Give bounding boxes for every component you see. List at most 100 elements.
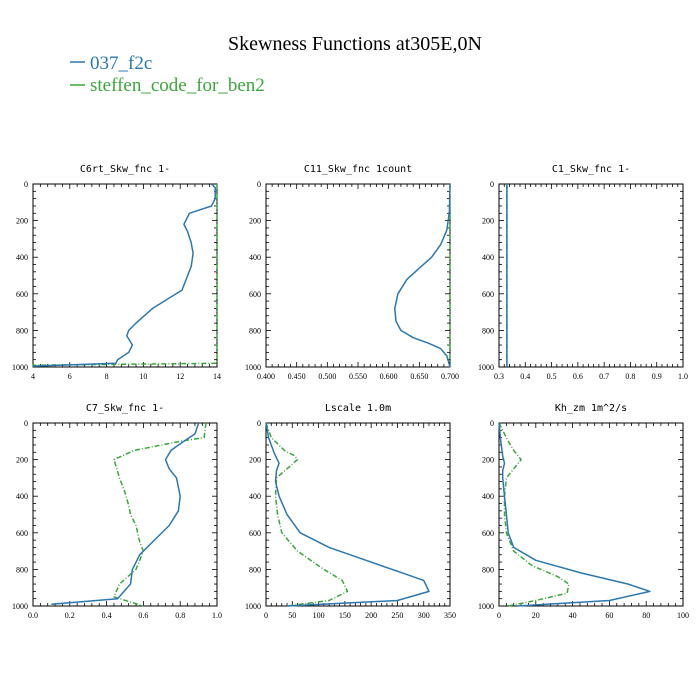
y-tick-label: 800 bbox=[482, 565, 494, 574]
y-tick-label: 1000 bbox=[12, 363, 28, 372]
y-tick-label: 400 bbox=[16, 492, 28, 501]
panel-5: Lscale 1.0m 0 50 100 150 200 250 300 350 0 200 400 6… bbox=[245, 403, 456, 620]
y-tick-label: 400 bbox=[16, 253, 28, 262]
series-line-2 bbox=[32, 184, 218, 367]
y-tick-label: 800 bbox=[249, 565, 261, 574]
y-tick-label: 800 bbox=[249, 326, 261, 335]
x-tick-label: 0.4 bbox=[520, 372, 530, 381]
x-tick-label: 14 bbox=[213, 372, 221, 381]
y-tick-label: 800 bbox=[16, 326, 28, 335]
series-line-1 bbox=[265, 422, 430, 607]
y-tick-label: 200 bbox=[249, 217, 261, 226]
panels: C6rt_Skw_fnc 1-4 6 8 10 12 140200400600800100… bbox=[12, 164, 689, 620]
y-tick-label: 200 bbox=[16, 217, 28, 226]
y-tick-label: 600 bbox=[16, 529, 28, 538]
x-tick-label: 0.4 bbox=[102, 611, 112, 620]
series-line-1 bbox=[51, 422, 200, 605]
x-tick-label: 0.600 bbox=[380, 372, 398, 381]
x-tick-label: 0.650 bbox=[410, 372, 428, 381]
series-line-1 bbox=[498, 422, 651, 607]
y-tick-label: 1000 bbox=[245, 363, 261, 372]
series-line-2 bbox=[265, 422, 349, 607]
x-tick-label: 350 bbox=[444, 611, 456, 620]
x-tick-label: 6 bbox=[68, 372, 72, 381]
x-tick-label: 4 bbox=[31, 372, 35, 381]
y-tick-label: 0 bbox=[24, 419, 28, 428]
x-tick-label: 12 bbox=[176, 372, 184, 381]
y-tick-label: 200 bbox=[482, 456, 494, 465]
legend-label-1: 037_f2c bbox=[90, 53, 152, 74]
y-tick-label: 0 bbox=[257, 180, 261, 189]
x-tick-label: 0.500 bbox=[318, 372, 336, 381]
x-tick-label: 0.6 bbox=[573, 372, 583, 381]
panel-title: C1_Skw_fnc 1- bbox=[552, 164, 630, 175]
x-tick-label: 250 bbox=[391, 611, 403, 620]
y-tick-label: 600 bbox=[482, 290, 494, 299]
x-tick-label: 0.7 bbox=[599, 372, 609, 381]
y-tick-label: 600 bbox=[249, 529, 261, 538]
x-tick-label: 0.6 bbox=[138, 611, 148, 620]
y-tick-label: 200 bbox=[16, 456, 28, 465]
panel-6: Kh_zm 1m^2/s0 20 40 60 80 1000200400600800100… bbox=[478, 403, 689, 620]
y-tick-label: 200 bbox=[249, 456, 261, 465]
y-tick-label: 1000 bbox=[12, 602, 28, 611]
x-tick-label: 0.9 bbox=[652, 372, 662, 381]
series-line-1 bbox=[32, 183, 216, 367]
panel-title: Lscale 1.0m bbox=[325, 403, 391, 414]
x-tick-label: 60 bbox=[605, 611, 613, 620]
x-tick-label: 80 bbox=[642, 611, 650, 620]
y-tick-label: 200 bbox=[482, 217, 494, 226]
y-tick-label: 600 bbox=[16, 290, 28, 299]
figure-legend: 037_f2c steffen_code_for_ben2 bbox=[70, 53, 265, 96]
x-tick-label: 0.550 bbox=[349, 372, 367, 381]
y-tick-label: 800 bbox=[482, 326, 494, 335]
x-tick-label: 0.8 bbox=[175, 611, 185, 620]
y-tick-label: 0 bbox=[257, 419, 261, 428]
plot-frame bbox=[498, 422, 684, 607]
y-tick-label: 600 bbox=[249, 290, 261, 299]
y-tick-label: 1000 bbox=[478, 602, 494, 611]
panel-title: C11_Skw_fnc 1count bbox=[304, 164, 412, 175]
panel-4: C7_Skw_fnc 1- 0.0 0.2 0.4 0.6 0.8 1.0 0 200 400 60… bbox=[12, 403, 222, 620]
x-tick-label: 0.5 bbox=[547, 372, 557, 381]
plot-frame bbox=[265, 183, 451, 368]
x-tick-label: 0.450 bbox=[288, 372, 306, 381]
x-tick-label: 100 bbox=[313, 611, 325, 620]
y-tick-label: 600 bbox=[482, 529, 494, 538]
y-tick-label: 1000 bbox=[245, 602, 261, 611]
panel-2: C11_Skw_fnc 1count 0.400 0.450 0.500 0.550 0.… bbox=[245, 164, 459, 381]
y-tick-label: 0 bbox=[490, 180, 494, 189]
plot-frame bbox=[32, 183, 218, 368]
x-tick-label: 0 bbox=[497, 611, 501, 620]
series-line-2 bbox=[113, 422, 207, 607]
x-tick-label: 0.2 bbox=[65, 611, 75, 620]
x-tick-label: 20 bbox=[532, 611, 540, 620]
x-tick-label: 0.3 bbox=[494, 372, 504, 381]
y-tick-label: 400 bbox=[249, 492, 261, 501]
panel-title: Kh_zm 1m^2/s bbox=[555, 403, 627, 414]
x-tick-label: 300 bbox=[418, 611, 430, 620]
panel-3: C1_Skw_fnc 1- 0.3 0.4 0.5 0.6 0.7 0.8 0.9 1.0 0 20… bbox=[478, 164, 688, 381]
x-tick-label: 10 bbox=[139, 372, 147, 381]
y-tick-label: 1000 bbox=[478, 363, 494, 372]
x-tick-label: 150 bbox=[339, 611, 351, 620]
x-tick-label: 0.700 bbox=[441, 372, 459, 381]
legend-label-2: steffen_code_for_ben2 bbox=[90, 75, 265, 96]
panel-title: C6rt_Skw_fnc 1- bbox=[80, 164, 170, 175]
y-tick-label: 400 bbox=[482, 492, 494, 501]
series-line-2 bbox=[498, 422, 570, 607]
x-tick-label: 200 bbox=[365, 611, 377, 620]
series-line-1 bbox=[394, 183, 451, 368]
x-tick-label: 0.0 bbox=[28, 611, 38, 620]
x-tick-label: 1.0 bbox=[678, 372, 688, 381]
plot-frame bbox=[32, 422, 218, 607]
y-tick-label: 0 bbox=[24, 180, 28, 189]
x-tick-label: 0 bbox=[264, 611, 268, 620]
y-tick-label: 0 bbox=[490, 419, 494, 428]
y-tick-label: 400 bbox=[482, 253, 494, 262]
x-tick-label: 50 bbox=[288, 611, 296, 620]
y-tick-label: 800 bbox=[16, 565, 28, 574]
x-tick-label: 100 bbox=[677, 611, 689, 620]
panel-1: C6rt_Skw_fnc 1- 4 6 8 10 12 14 0 200 400 600 800 100… bbox=[12, 164, 221, 381]
